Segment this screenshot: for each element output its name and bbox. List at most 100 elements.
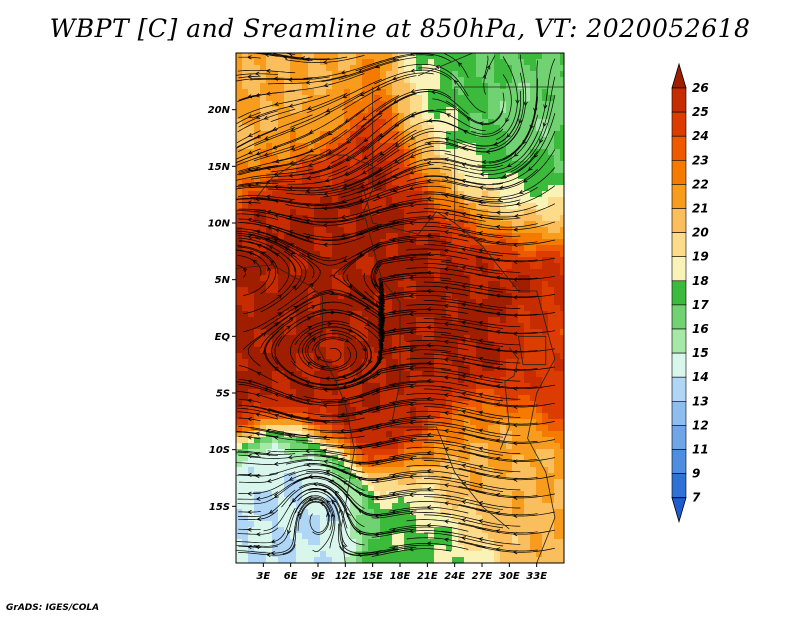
field-cell <box>356 479 363 486</box>
field-cell <box>248 119 255 126</box>
field-cell <box>326 101 333 108</box>
field-cell <box>254 59 261 66</box>
field-cell <box>560 545 564 552</box>
streamline <box>424 532 504 547</box>
field-cell <box>518 101 525 108</box>
field-cell <box>440 179 447 186</box>
field-cell <box>374 449 381 456</box>
field-cell <box>368 119 375 126</box>
field-cell <box>266 557 273 563</box>
field-cell <box>554 407 561 414</box>
streamline <box>355 489 434 497</box>
streamline-arrow <box>265 552 271 558</box>
field-cell <box>302 539 309 546</box>
field-cell <box>350 407 357 414</box>
field-cell <box>242 161 249 168</box>
field-cell <box>464 347 471 354</box>
field-cell <box>302 137 309 144</box>
field-cell <box>524 461 531 468</box>
field-cell <box>260 329 267 336</box>
field-cell <box>302 323 309 330</box>
field-cell <box>362 527 369 534</box>
field-cell <box>254 503 261 510</box>
field-cell <box>464 131 471 138</box>
field-cell <box>524 467 531 474</box>
field-cell <box>242 371 249 378</box>
field-cell <box>386 143 393 150</box>
field-cell <box>512 461 519 468</box>
field-cell <box>536 149 543 156</box>
field-cell <box>386 209 393 216</box>
field-cell <box>356 407 363 414</box>
field-cell <box>392 407 399 414</box>
field-cell <box>296 455 303 462</box>
field-cell <box>326 533 333 540</box>
field-cell <box>446 413 453 420</box>
field-cell <box>362 221 369 228</box>
field-cell <box>488 281 495 288</box>
field-cell <box>248 461 255 468</box>
field-cell <box>314 263 321 270</box>
field-cell <box>416 479 423 486</box>
field-cell <box>458 419 465 426</box>
field-cell <box>500 281 507 288</box>
field-cell <box>296 131 303 138</box>
field-cell <box>392 281 399 288</box>
field-cell <box>266 551 273 558</box>
field-cell <box>386 527 393 534</box>
field-cell <box>398 479 405 486</box>
field-cell <box>416 557 423 563</box>
field-cell <box>500 239 507 246</box>
field-cell <box>266 467 273 474</box>
field-cell <box>266 311 273 318</box>
field-cell <box>434 467 441 474</box>
field-cell <box>362 455 369 462</box>
field-cell <box>416 131 423 138</box>
field-cell <box>320 101 327 108</box>
field-cell <box>554 203 561 210</box>
field-cell <box>500 461 507 468</box>
field-cell <box>260 203 267 210</box>
field-cell <box>368 365 375 372</box>
field-cell <box>494 533 501 540</box>
field-cell <box>314 197 321 204</box>
field-cell <box>326 395 333 402</box>
streamline <box>406 537 486 549</box>
field-cell <box>368 533 375 540</box>
field-cell <box>236 233 243 240</box>
field-cell <box>524 191 531 198</box>
field-cell <box>440 269 447 276</box>
field-cell <box>530 479 537 486</box>
field-cell <box>560 281 564 288</box>
streamline <box>389 506 469 514</box>
field-cell <box>320 533 327 540</box>
field-cell <box>542 479 549 486</box>
field-cell <box>458 533 465 540</box>
field-cell <box>326 215 333 222</box>
field-cell <box>302 167 309 174</box>
field-cell <box>428 131 435 138</box>
field-cell <box>332 329 339 336</box>
field-cell <box>380 521 387 528</box>
field-cell <box>314 491 321 498</box>
field-cell <box>386 251 393 258</box>
field-cell <box>296 125 303 132</box>
field-cell <box>458 215 465 222</box>
field-cell <box>404 335 411 342</box>
field-cell <box>464 209 471 216</box>
field-cell <box>266 473 273 480</box>
field-cell <box>464 527 471 534</box>
field-cell <box>404 251 411 258</box>
field-cell <box>368 305 375 312</box>
field-cell <box>428 317 435 324</box>
field-cell <box>284 389 291 396</box>
field-cell <box>302 551 309 558</box>
field-cell <box>536 389 543 396</box>
field-cell <box>248 365 255 372</box>
field-cell <box>440 443 447 450</box>
field-cell <box>272 551 279 558</box>
field-cell <box>284 491 291 498</box>
field-cell <box>560 275 564 282</box>
field-cell <box>470 461 477 468</box>
field-cell <box>440 209 447 216</box>
